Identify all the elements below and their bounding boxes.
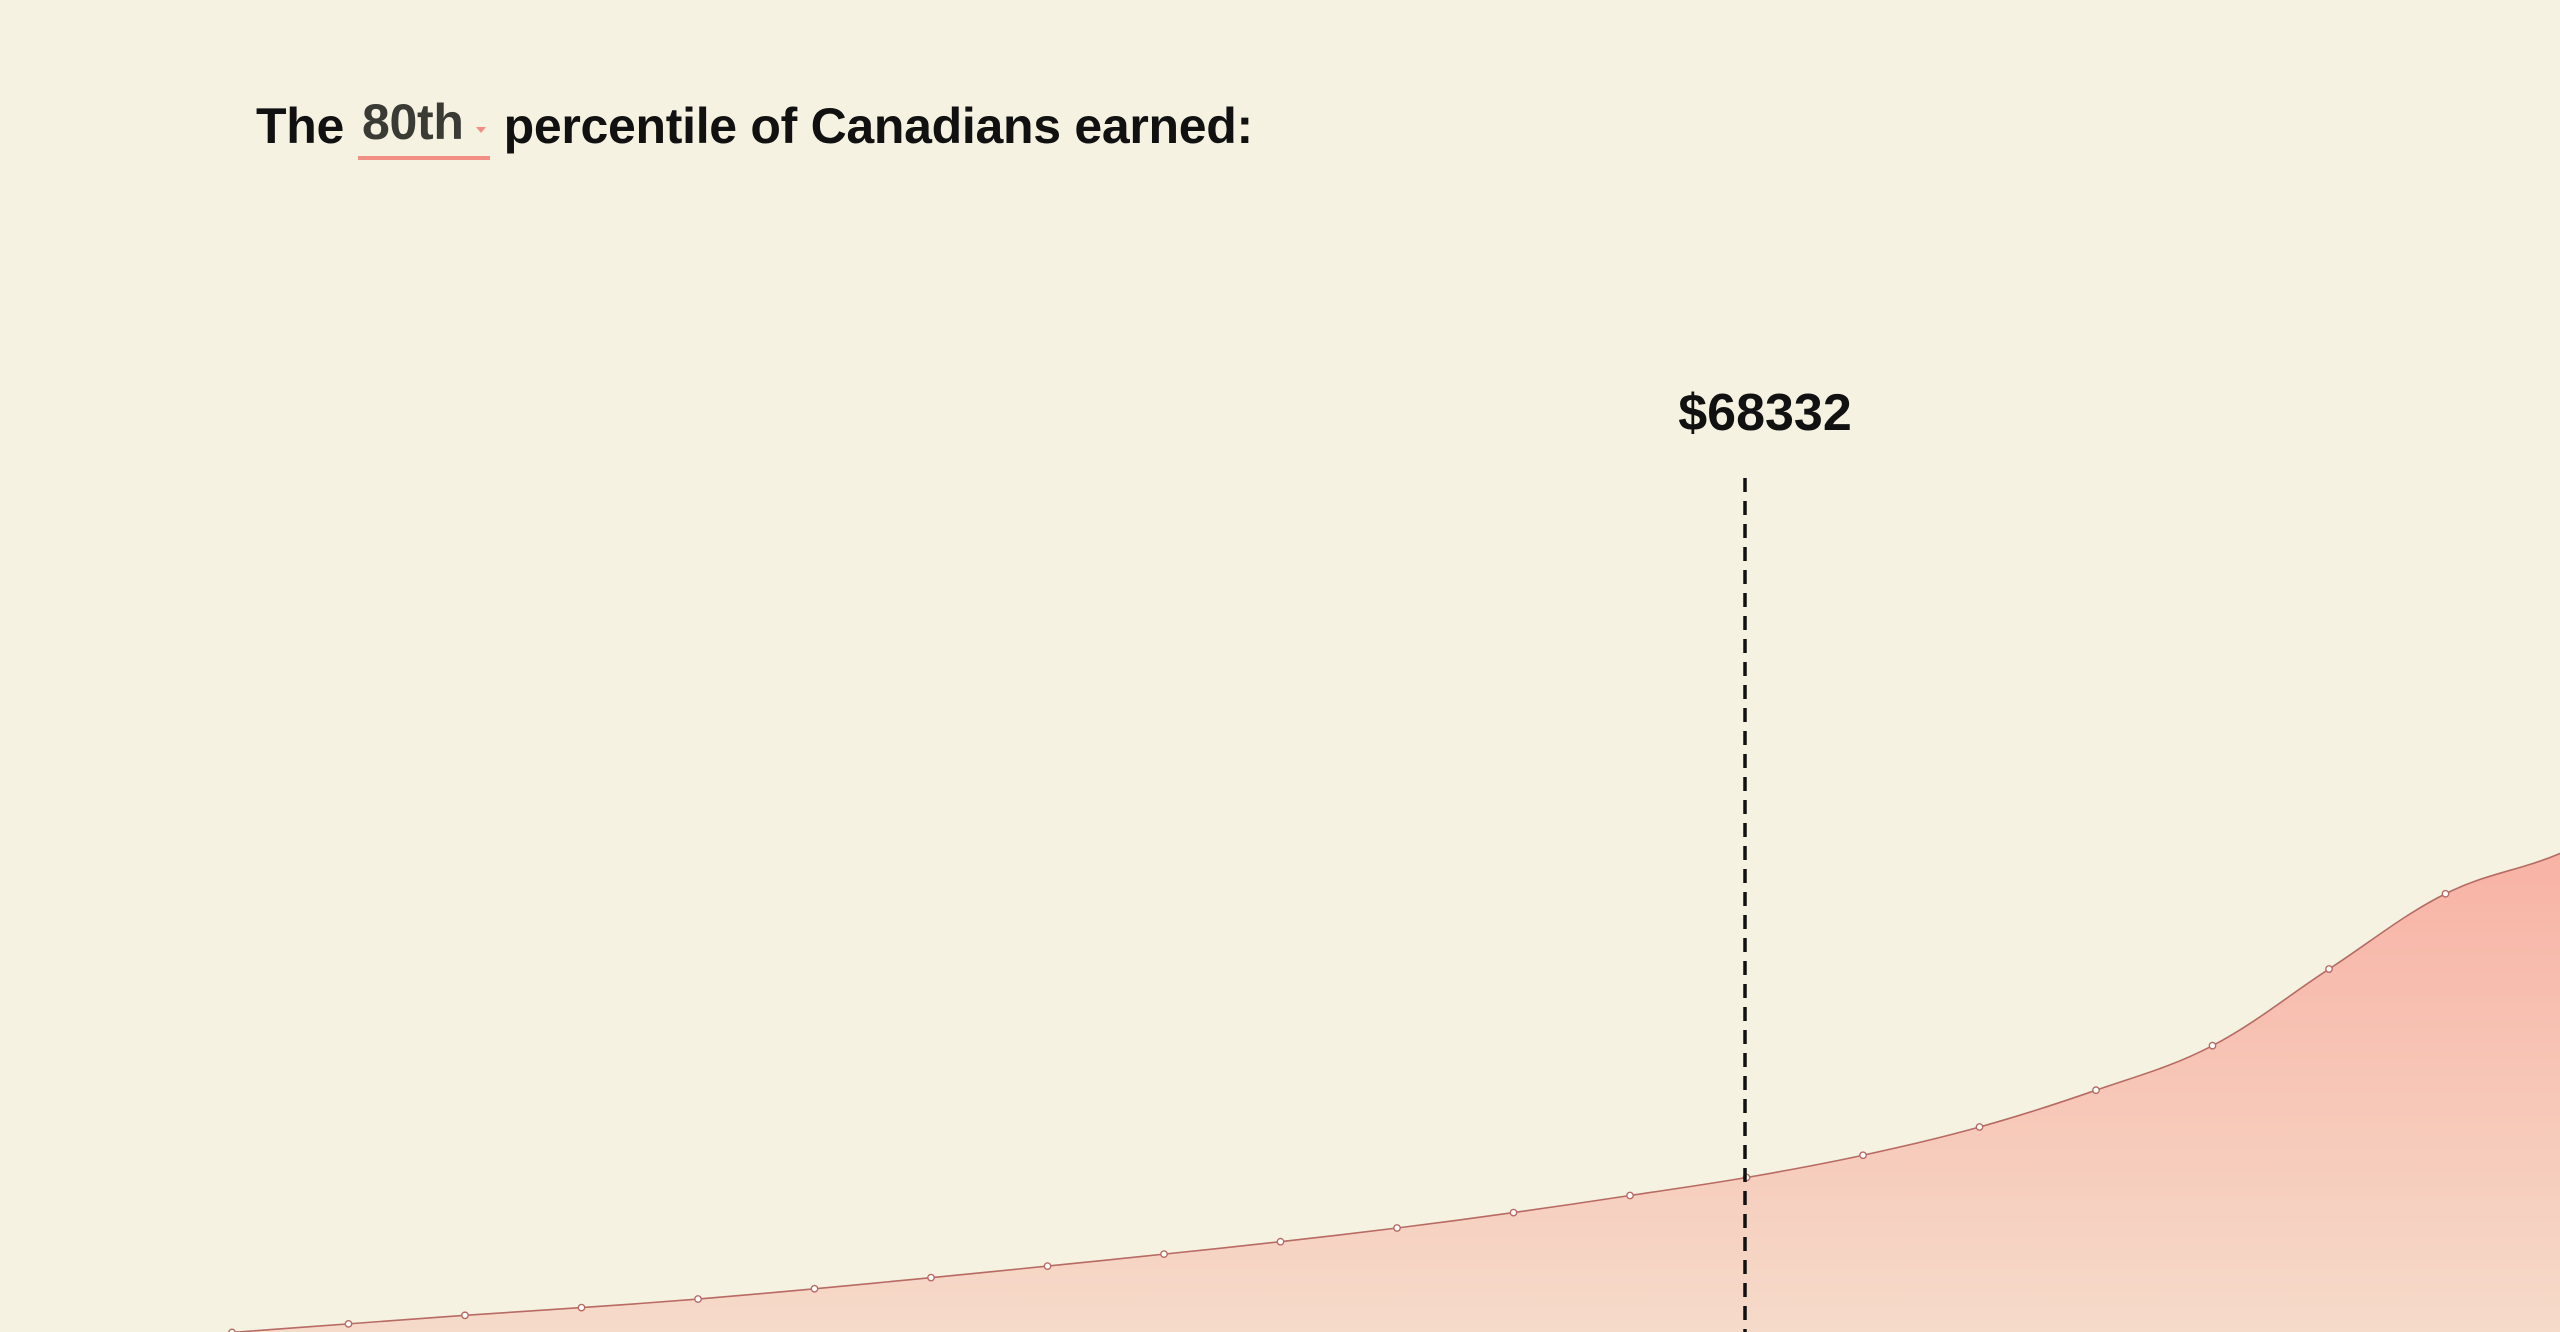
data-point: [2208, 1041, 2217, 1050]
percentile-value: 80th: [362, 94, 464, 150]
data-point: [1393, 1224, 1401, 1232]
data-point: [2441, 889, 2450, 898]
data-point: [577, 1303, 586, 1312]
data-point: [694, 1295, 702, 1303]
percentile-dropdown[interactable]: 80th: [358, 92, 490, 160]
data-point: [1043, 1262, 1052, 1271]
data-point: [344, 1319, 353, 1328]
data-point: [1509, 1208, 1518, 1217]
data-point: [2092, 1086, 2100, 1095]
data-point: [927, 1273, 935, 1282]
data-point: [810, 1284, 819, 1293]
data-point: [1160, 1250, 1168, 1259]
data-point: [2325, 965, 2333, 973]
data-point: [1975, 1123, 1984, 1131]
percentile-value-label: $68332: [1678, 384, 1852, 442]
data-point: [1276, 1237, 1285, 1246]
income-area: [0, 853, 2560, 1332]
data-point: [1859, 1151, 1867, 1160]
headline-prefix: The: [256, 98, 344, 154]
data-point: [1626, 1191, 1634, 1200]
data-point: [228, 1328, 236, 1332]
headline: The 80th percentile of Canadians earned:: [256, 92, 1253, 160]
chevron-down-icon: [475, 127, 486, 133]
headline-suffix: percentile of Canadians earned:: [503, 98, 1254, 154]
data-point: [461, 1311, 469, 1320]
data-points: [228, 889, 2450, 1332]
